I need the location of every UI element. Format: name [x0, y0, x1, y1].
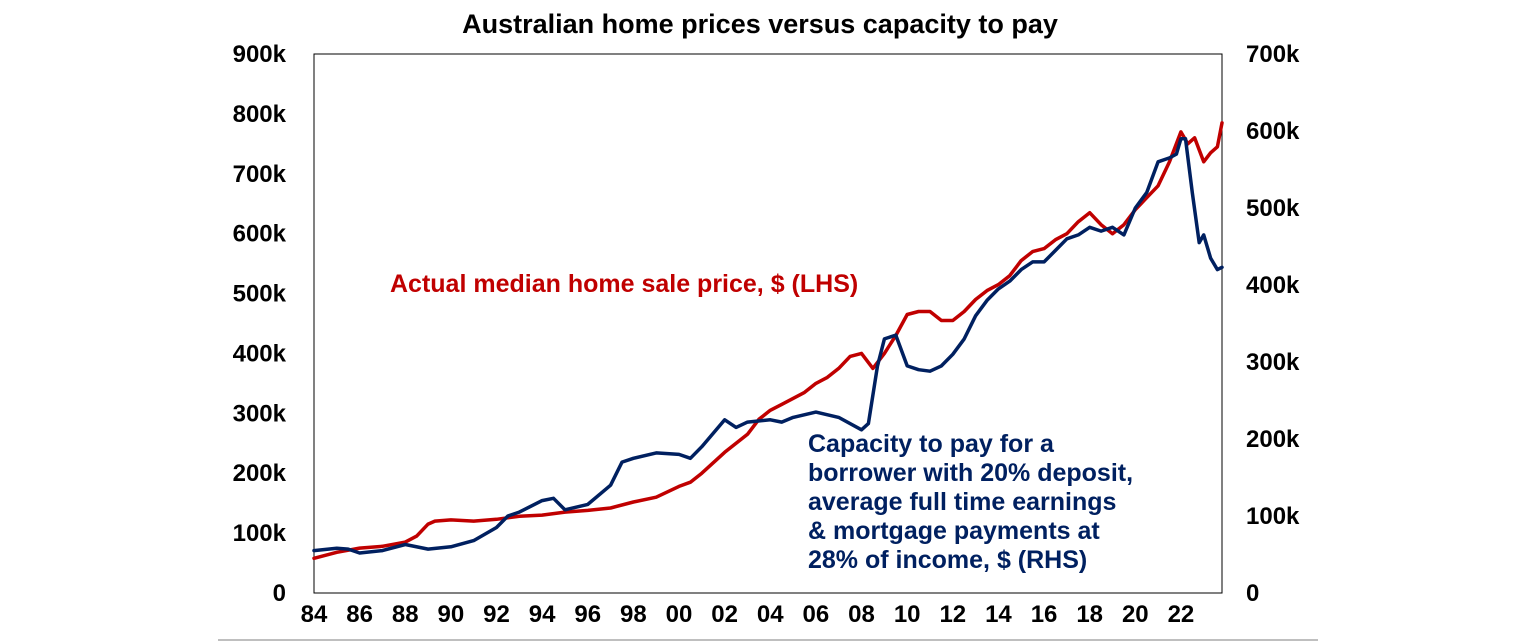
- right-tick-label: 500k: [1246, 195, 1300, 222]
- x-tick-label: 14: [985, 601, 1012, 628]
- series-line-capacity-to-pay: [312, 136, 1224, 555]
- x-tick-label: 18: [1076, 601, 1103, 628]
- left-tick-label: 200k: [233, 460, 287, 487]
- x-tick-label: 08: [848, 601, 875, 628]
- series-label-line: 28% of income, $ (RHS): [808, 546, 1087, 574]
- series-label-line: borrower with 20% deposit,: [808, 459, 1133, 487]
- x-tick-label: 86: [346, 601, 373, 628]
- left-tick-label: 800k: [233, 101, 287, 128]
- x-tick-label: 16: [1031, 601, 1058, 628]
- x-tick-label: 20: [1122, 601, 1149, 628]
- right-tick-label: 0: [1246, 580, 1259, 607]
- x-tick-label: 00: [666, 601, 693, 628]
- x-tick-label: 22: [1168, 601, 1195, 628]
- x-tick-label: 10: [894, 601, 921, 628]
- annotation-layer: Actual median home sale price, $ (LHS) Ca…: [390, 270, 1133, 574]
- left-tick-label: 400k: [233, 340, 287, 367]
- right-tick-label: 300k: [1246, 349, 1300, 376]
- x-tick-label: 02: [711, 601, 738, 628]
- series-layer: [312, 121, 1224, 561]
- x-tick-label: 84: [301, 601, 328, 628]
- plot-area: [313, 53, 1223, 594]
- x-tick-label: 12: [939, 601, 966, 628]
- right-tick-label: 400k: [1246, 272, 1300, 299]
- right-tick-label: 100k: [1246, 503, 1300, 530]
- x-axis-ticks: 84 86 88 90 92 94 96 98 00 02 04 06 08 10 12 14 16 18 20 22: [301, 601, 1195, 628]
- x-tick-label: 88: [392, 601, 419, 628]
- right-tick-label: 600k: [1246, 118, 1300, 145]
- x-tick-label: 90: [438, 601, 465, 628]
- series-label-line: Actual median home sale price, $ (LHS): [390, 270, 858, 298]
- chart-title: Australian home prices versus capacity t…: [462, 9, 1058, 39]
- left-tick-label: 300k: [233, 400, 287, 427]
- x-tick-label: 92: [483, 601, 510, 628]
- series-label-line: average full time earnings: [808, 488, 1116, 516]
- x-tick-label: 96: [574, 601, 601, 628]
- series-line-median-home-price: [312, 121, 1224, 561]
- left-axis-ticks: 0 100k 200k 300k 400k 500k 600k 700k 800k 900k: [233, 41, 287, 607]
- x-tick-label: 94: [529, 601, 556, 628]
- left-tick-label: 900k: [233, 41, 287, 68]
- series-label-line: Capacity to pay for a: [808, 430, 1055, 458]
- left-tick-label: 0: [273, 580, 286, 607]
- x-tick-label: 04: [757, 601, 784, 628]
- left-tick-label: 600k: [233, 221, 287, 248]
- x-tick-label: 98: [620, 601, 647, 628]
- right-tick-label: 700k: [1246, 41, 1300, 68]
- series-label-line: & mortgage payments at: [808, 517, 1100, 545]
- left-tick-label: 100k: [233, 520, 287, 547]
- right-tick-label: 200k: [1246, 426, 1300, 453]
- right-axis-ticks: 0 100k 200k 300k 400k 500k 600k 700k: [1246, 41, 1300, 607]
- left-tick-label: 700k: [233, 161, 287, 188]
- left-tick-label: 500k: [233, 281, 287, 308]
- x-tick-label: 06: [803, 601, 830, 628]
